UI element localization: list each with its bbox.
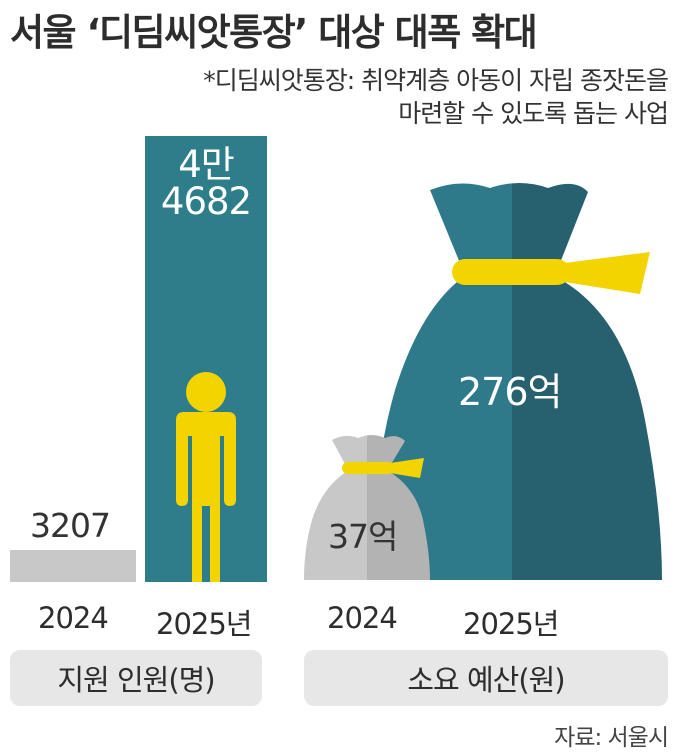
subtitle-line-2: 마련할 수 있도록 돕는 사업 bbox=[398, 99, 669, 128]
x-tick-people-2024: 2024 bbox=[38, 601, 109, 635]
person-head bbox=[186, 372, 226, 412]
value-label-people-2025-line2: 4682 bbox=[160, 180, 252, 223]
value-label-budget-2025: 276억 bbox=[458, 370, 562, 414]
bar-people-2024 bbox=[10, 549, 136, 582]
value-label-people-2025-line1: 4만 bbox=[178, 143, 235, 186]
small-bag-tie bbox=[342, 458, 424, 478]
person-body bbox=[176, 412, 236, 582]
person-icon bbox=[176, 372, 236, 582]
value-label-people-2025: 4만 4682 bbox=[145, 146, 267, 220]
category-label-budget: 소요 예산(원) bbox=[304, 650, 668, 706]
x-tick-budget-2024: 2024 bbox=[327, 601, 398, 635]
chart-subtitle: *디딤씨앗통장: 취약계층 아동이 자립 종잣돈을 마련할 수 있도록 돕는 사… bbox=[8, 64, 669, 130]
value-label-budget-2024: 37억 bbox=[328, 517, 398, 556]
x-tick-people-2025: 2025년 bbox=[156, 607, 252, 641]
source-note: 자료: 서울시 bbox=[554, 725, 669, 751]
chart-title: 서울 ‘디딤씨앗통장’ 대상 대폭 확대 bbox=[10, 11, 538, 54]
x-tick-budget-2025: 2025년 bbox=[463, 607, 559, 641]
bar-people-2025 bbox=[145, 136, 267, 582]
small-bag-left-half bbox=[304, 435, 367, 580]
big-bag-tie bbox=[452, 252, 650, 294]
category-label-people: 지원 인원(명) bbox=[10, 650, 262, 706]
value-label-people-2024: 3207 bbox=[30, 505, 111, 545]
subtitle-line-1: *디딤씨앗통장: 취약계층 아동이 자립 종잣돈을 bbox=[203, 66, 669, 95]
